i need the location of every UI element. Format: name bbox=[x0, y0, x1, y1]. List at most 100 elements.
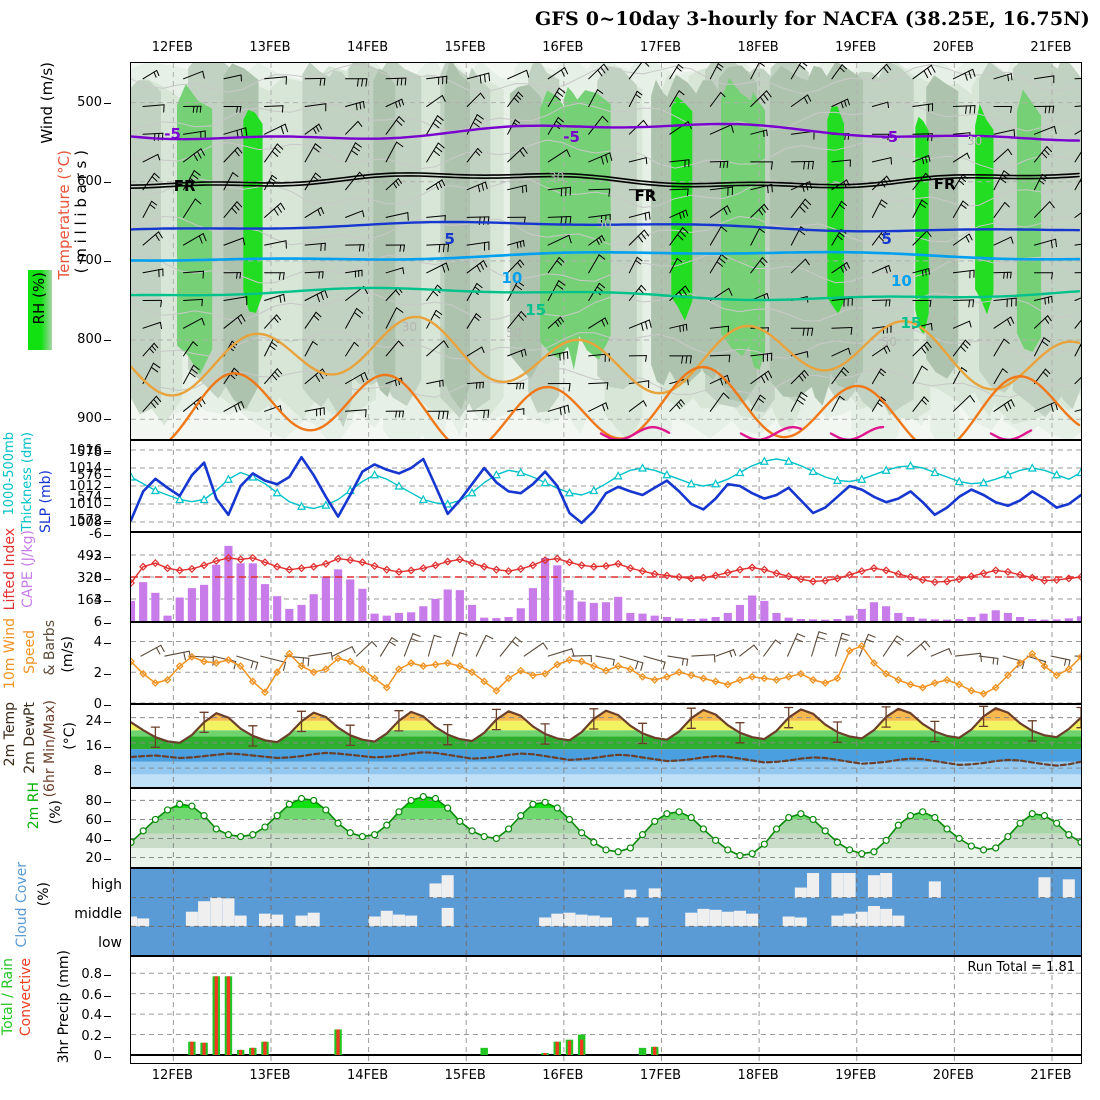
axis-tick bbox=[104, 498, 111, 500]
rh2m-axis-title: 2m RH bbox=[26, 782, 42, 830]
axis-tick bbox=[104, 1036, 111, 1038]
date-tick-bottom: 17FEB bbox=[639, 1068, 682, 1083]
run-total-label: Run Total = 1.81 bbox=[967, 960, 1075, 975]
axis-tick bbox=[104, 557, 111, 558]
contour-label: 5 bbox=[881, 229, 892, 248]
cloud-axis-unit: (%) bbox=[36, 882, 52, 907]
contour-label: 50 bbox=[881, 335, 897, 350]
axis-tick bbox=[104, 535, 111, 536]
axis-tick bbox=[104, 705, 111, 706]
axis-tick bbox=[104, 859, 111, 861]
cloud-axis-title: Cloud Cover bbox=[14, 862, 30, 948]
contour-label: 30 bbox=[967, 133, 983, 148]
lifted-index-tick: 0 bbox=[93, 571, 102, 586]
date-tick-bottom: 15FEB bbox=[444, 1068, 486, 1083]
precip-tick: 0.6 bbox=[81, 987, 102, 1003]
axis-tick bbox=[104, 1016, 111, 1018]
contour-label: 50 bbox=[506, 325, 522, 340]
rh-tick: 80 bbox=[85, 794, 102, 810]
contour-label: -5 bbox=[881, 128, 899, 147]
contour-label: 30 bbox=[401, 320, 418, 335]
precip-total-title: Total / Rain bbox=[0, 958, 16, 1036]
date-tick-top: 14FEB bbox=[347, 40, 389, 55]
thickness-axis-title-1: 1000-500mb bbox=[2, 432, 17, 516]
panel-2m-rh[interactable] bbox=[130, 788, 1082, 868]
meteogram-plot: -5 -5 -5 FR FR FR 5 5 10 10 15 15 30 30 50 30 50 50 Run T… bbox=[130, 62, 1082, 1064]
precip-tick: 0.2 bbox=[81, 1028, 102, 1044]
wind-axis-title-1: 10m Wind bbox=[2, 618, 18, 690]
rh-tick: 40 bbox=[85, 832, 102, 848]
cloud-row-label-low: low bbox=[98, 934, 122, 951]
contour-label: 50 bbox=[596, 216, 612, 231]
pressure-axis-title: ( m i l l i b a r s ) bbox=[72, 150, 90, 274]
temp-tick: 16 bbox=[85, 738, 102, 754]
date-tick-bottom: 18FEB bbox=[737, 1068, 779, 1083]
wind-axis-title-2: Speed bbox=[22, 630, 38, 674]
date-tick-top: 15FEB bbox=[444, 40, 486, 55]
lifted-index-tick: 3 bbox=[93, 593, 102, 608]
date-tick-top: 12FEB bbox=[151, 40, 193, 55]
precip-tick: 0.8 bbox=[81, 967, 102, 983]
cape-tick: 328 bbox=[77, 571, 102, 586]
axis-tick bbox=[104, 840, 111, 842]
precip-tick: 0 bbox=[93, 1049, 102, 1064]
panel-slp-thickness[interactable] bbox=[130, 440, 1082, 532]
wind-axis-title-3: & Barbs bbox=[42, 620, 58, 676]
axis-tick bbox=[104, 475, 111, 477]
axis-tick bbox=[104, 451, 111, 452]
temp-axis-title-1: 2m Temp bbox=[2, 702, 18, 767]
pressure-tick: 600 bbox=[77, 173, 102, 189]
axis-tick bbox=[104, 721, 111, 723]
date-tick-top: 21FEB bbox=[1030, 40, 1072, 55]
slp-tick: 1012 bbox=[68, 479, 102, 494]
axis-tick bbox=[104, 579, 111, 580]
date-tick-bottom: 21FEB bbox=[1030, 1068, 1072, 1083]
slp-tick: 1014 bbox=[68, 461, 102, 476]
contour-label: FR bbox=[634, 186, 657, 205]
date-tick-bottom: 16FEB bbox=[542, 1068, 584, 1083]
panel-3hr-precip[interactable]: Run Total = 1.81 bbox=[130, 956, 1082, 1064]
date-tick-top: 13FEB bbox=[249, 40, 291, 55]
thickness-axis-title-2: Thickness (dm) bbox=[20, 432, 35, 532]
thickness-tick: 578 bbox=[77, 445, 102, 461]
wind-tick: 2 bbox=[93, 666, 102, 682]
contour-label: 15 bbox=[900, 314, 922, 333]
temp-tick: 24 bbox=[85, 713, 102, 729]
rh-tick: 20 bbox=[85, 851, 102, 867]
panel-2m-temp-dewpt[interactable] bbox=[130, 704, 1082, 788]
axis-tick bbox=[104, 623, 111, 624]
rh-tick: 60 bbox=[85, 813, 102, 829]
legend-rh-label: RH (%) bbox=[30, 272, 48, 325]
slp-tick: 1008 bbox=[68, 515, 102, 530]
axis-tick bbox=[104, 260, 111, 262]
panel-upper-air[interactable]: -5 -5 -5 FR FR FR 5 5 10 10 15 15 30 30 50 30 50 50 bbox=[130, 62, 1082, 440]
pressure-tick: 800 bbox=[77, 332, 102, 348]
slp-axis-title: SLP (mb) bbox=[38, 470, 54, 534]
axis-tick bbox=[104, 821, 111, 823]
axis-tick bbox=[104, 1057, 111, 1058]
panel-10m-wind[interactable] bbox=[130, 622, 1082, 704]
thickness-tick: 574 bbox=[77, 490, 102, 506]
panel-cape-lifted-index[interactable] bbox=[130, 532, 1082, 622]
pressure-tick: 500 bbox=[77, 94, 102, 110]
axis-tick bbox=[104, 523, 111, 524]
cloud-row-label-high: high bbox=[91, 877, 122, 894]
axis-tick bbox=[104, 520, 111, 522]
lifted-index-tick: 6 bbox=[93, 615, 102, 630]
axis-tick bbox=[104, 772, 111, 774]
axis-tick bbox=[104, 995, 111, 997]
axis-tick bbox=[104, 674, 111, 676]
contour-label: FR bbox=[933, 175, 956, 194]
date-tick-top: 19FEB bbox=[835, 40, 877, 55]
pressure-tick: 900 bbox=[77, 411, 102, 427]
axis-tick bbox=[104, 802, 111, 804]
date-tick-bottom: 14FEB bbox=[347, 1068, 389, 1083]
temp-axis-title-2: 2m DewPt bbox=[22, 702, 38, 774]
axis-tick bbox=[104, 505, 111, 506]
cape-tick: 164 bbox=[77, 593, 102, 608]
panel-cloud-cover[interactable] bbox=[130, 868, 1082, 956]
precip-tick: 0.4 bbox=[81, 1008, 102, 1024]
axis-tick bbox=[104, 469, 111, 470]
thickness-tick: 576 bbox=[77, 467, 102, 483]
cape-tick: 492 bbox=[77, 549, 102, 564]
